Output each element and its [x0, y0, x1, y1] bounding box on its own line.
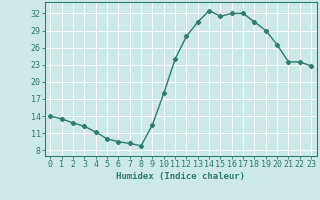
X-axis label: Humidex (Indice chaleur): Humidex (Indice chaleur) — [116, 172, 245, 181]
